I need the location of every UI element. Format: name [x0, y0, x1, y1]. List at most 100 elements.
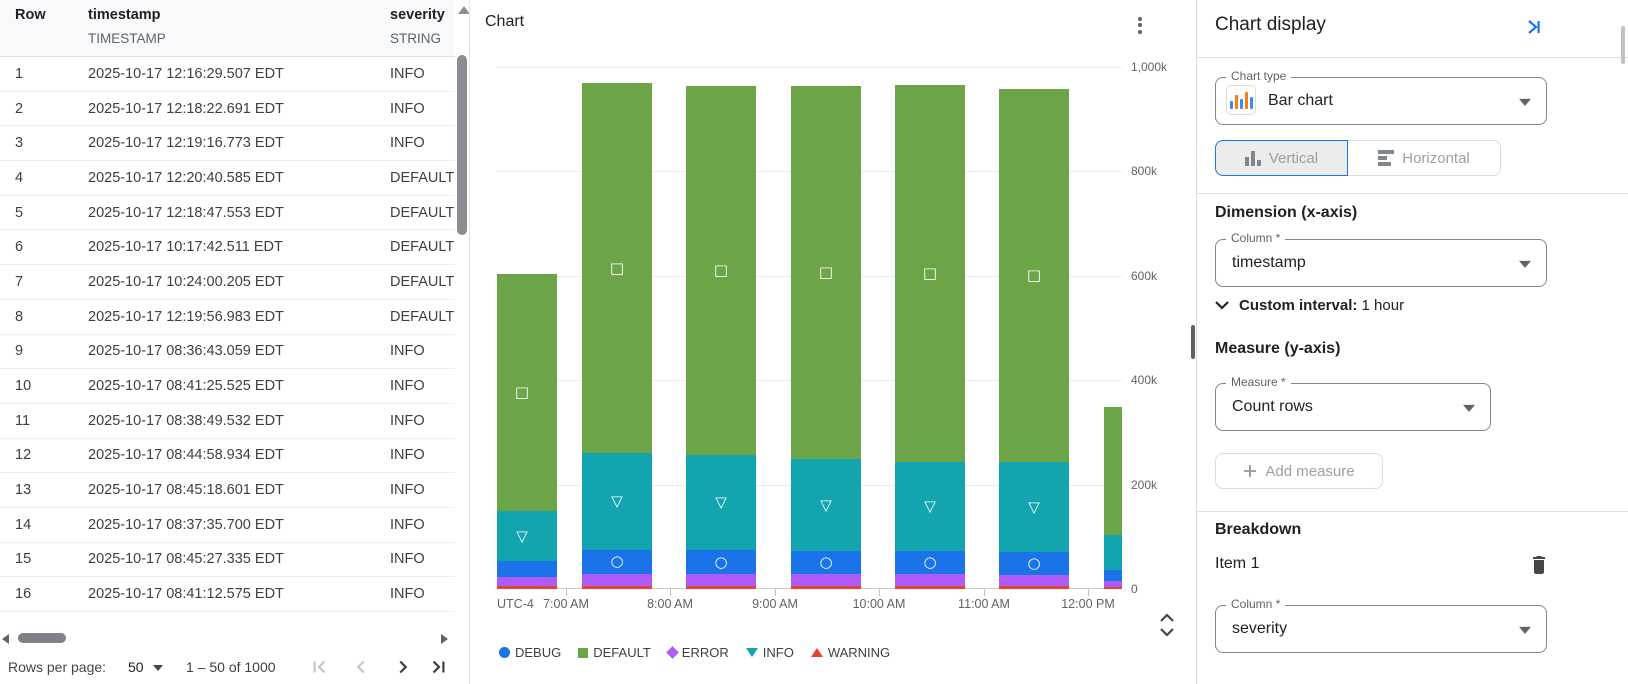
table-row[interactable]: 12 2025-10-17 08:44:58.934 EDT INFO	[0, 439, 455, 474]
breakdown-column-dropdown[interactable]: Column * severity	[1215, 597, 1547, 653]
bar-segment-info[interactable]: ▽	[895, 461, 965, 552]
measure-dropdown[interactable]: Measure * Count rows	[1215, 375, 1491, 431]
table-hscrollbar[interactable]	[18, 633, 66, 643]
table-row[interactable]: 5 2025-10-17 12:18:47.553 EDT DEFAULT	[0, 196, 455, 231]
legend-label: WARNING	[827, 645, 891, 660]
bar-segment-warning[interactable]	[1104, 587, 1122, 589]
chart-type-dropdown[interactable]: Chart type Bar chart	[1215, 69, 1547, 125]
add-measure-button[interactable]: Add measure	[1215, 453, 1383, 489]
bar-segment-debug[interactable]: ○	[686, 550, 756, 575]
chart-type-value: Bar chart	[1268, 92, 1333, 109]
bar-segment-error[interactable]	[582, 573, 652, 587]
bar-segment-info[interactable]	[1104, 535, 1122, 570]
dimension-column-label: Column *	[1226, 231, 1286, 245]
bar-segment-warning[interactable]	[686, 586, 756, 589]
stacked-bar[interactable]: □ ▽ ○	[791, 86, 861, 589]
stacked-bar[interactable]: □ ▽ ○	[582, 82, 652, 589]
bar-segment-default[interactable]: □	[686, 86, 756, 455]
table-row[interactable]: 6 2025-10-17 10:17:42.511 EDT DEFAULT	[0, 230, 455, 266]
series-marker-default: □	[514, 383, 530, 401]
stacked-bar[interactable]: □ ▽ ○	[686, 86, 756, 589]
table-row[interactable]: 10 2025-10-17 08:41:25.525 EDT INFO	[0, 369, 455, 404]
vertical-label: Vertical	[1268, 149, 1319, 167]
bar-segment-default[interactable]	[1104, 406, 1122, 536]
bar-segment-error[interactable]	[791, 574, 861, 587]
breakdown-column-value: severity	[1232, 620, 1288, 637]
bar-segment-error[interactable]	[497, 577, 557, 586]
horizontal-button[interactable]: Horizontal	[1348, 140, 1501, 176]
table-row[interactable]: 8 2025-10-17 12:19:56.983 EDT DEFAULT	[0, 300, 455, 335]
table-hscroll-right-arrow[interactable]	[441, 634, 448, 644]
severity-cell: INFO	[390, 447, 425, 464]
bar-segment-debug[interactable]: ○	[999, 551, 1069, 575]
settings-vscrollbar[interactable]	[1621, 26, 1625, 64]
next-page-button[interactable]	[392, 656, 414, 678]
stacked-bar[interactable]: □ ▽ ○	[895, 85, 965, 589]
table-row[interactable]: 15 2025-10-17 08:45:27.335 EDT INFO	[0, 543, 455, 578]
collapse-panel-icon[interactable]	[1523, 17, 1543, 37]
chart-expand-icon[interactable]	[1156, 610, 1178, 640]
previous-page-button[interactable]	[350, 656, 372, 678]
table-row[interactable]: 4 2025-10-17 12:20:40.585 EDT DEFAULT	[0, 161, 455, 196]
chart-menu-icon[interactable]	[1130, 14, 1150, 34]
bar-segment-default[interactable]: □	[999, 88, 1069, 463]
bar-segment-debug[interactable]: ○	[582, 549, 652, 574]
first-page-button[interactable]	[308, 656, 330, 678]
bar-segment-default[interactable]: □	[497, 273, 557, 512]
bar-segment-warning[interactable]	[497, 585, 557, 589]
bar-segment-error[interactable]	[1104, 581, 1122, 588]
table-row[interactable]: 7 2025-10-17 10:24:00.205 EDT DEFAULT	[0, 265, 455, 300]
dimension-column-dropdown[interactable]: Column * timestamp	[1215, 231, 1547, 287]
bar-segment-debug[interactable]	[1104, 569, 1122, 582]
bar-segment-info[interactable]: ▽	[999, 462, 1069, 552]
bar-segment-debug[interactable]: ○	[791, 551, 861, 575]
bar-segment-debug[interactable]: ○	[895, 551, 965, 575]
row-number: 3	[15, 135, 24, 152]
bar-segment-warning[interactable]	[791, 586, 861, 589]
table-row[interactable]: 11 2025-10-17 08:38:49.532 EDT INFO	[0, 404, 455, 439]
custom-interval-expander[interactable]: Custom interval: 1 hour	[1215, 297, 1404, 314]
vertical-button[interactable]: Vertical	[1215, 140, 1348, 176]
stacked-bar[interactable]: □ ▽	[497, 273, 557, 589]
y-axis-tick-label: 800k	[1131, 164, 1158, 179]
table-vscrollbar[interactable]	[457, 55, 467, 235]
bar-segment-info[interactable]: ▽	[791, 459, 861, 552]
bar-segment-info[interactable]: ▽	[497, 511, 557, 562]
square-icon	[578, 647, 589, 658]
bar-segment-default[interactable]: □	[791, 86, 861, 460]
row-number: 2	[15, 100, 24, 117]
bar-segment-warning[interactable]	[895, 586, 965, 589]
table-row[interactable]: 9 2025-10-17 08:36:43.059 EDT INFO	[0, 335, 455, 370]
bar-segment-warning[interactable]	[999, 586, 1069, 589]
chart-vscrollbar[interactable]	[1191, 325, 1195, 359]
table-row[interactable]: 2 2025-10-17 12:18:22.691 EDT INFO	[0, 92, 455, 127]
table-hscroll-left-arrow[interactable]	[2, 634, 9, 644]
table-row[interactable]: 3 2025-10-17 12:19:16.773 EDT INFO	[0, 126, 455, 162]
rows-per-page-caret-icon[interactable]	[153, 665, 163, 671]
table-row[interactable]: 14 2025-10-17 08:37:35.700 EDT INFO	[0, 508, 455, 543]
table-vscroll-up-arrow[interactable]	[458, 6, 470, 14]
series-marker-info: ▽	[924, 497, 936, 516]
bar-segment-default[interactable]: □	[582, 82, 652, 454]
last-page-button[interactable]	[428, 656, 450, 678]
bar-segment-error[interactable]	[895, 574, 965, 587]
row-number: 9	[15, 343, 24, 360]
table-row[interactable]: 16 2025-10-17 08:41:12.575 EDT INFO	[0, 577, 455, 612]
bar-segment-info[interactable]: ▽	[686, 454, 756, 551]
table-row[interactable]: 1 2025-10-17 12:16:29.507 EDT INFO	[0, 57, 455, 92]
rows-per-page-select[interactable]: 50	[128, 659, 144, 675]
chart-type-label: Chart type	[1226, 69, 1292, 83]
bar-segment-warning[interactable]	[582, 586, 652, 589]
add-measure-label: Add measure	[1265, 462, 1355, 480]
bar-segment-debug[interactable]	[497, 561, 557, 578]
stacked-bar[interactable]	[1104, 406, 1122, 589]
bar-segment-info[interactable]: ▽	[582, 453, 652, 550]
delete-item-icon[interactable]	[1529, 553, 1549, 575]
bar-segment-error[interactable]	[999, 574, 1069, 587]
bar-segment-default[interactable]: □	[895, 85, 965, 462]
bar-segment-error[interactable]	[686, 574, 756, 587]
table-row[interactable]: 13 2025-10-17 08:45:18.601 EDT INFO	[0, 473, 455, 508]
table-header: Row timestamp TIMESTAMP severity STRING	[0, 0, 455, 57]
stacked-bar[interactable]: □ ▽ ○	[999, 88, 1069, 589]
row-number: 16	[15, 586, 32, 603]
